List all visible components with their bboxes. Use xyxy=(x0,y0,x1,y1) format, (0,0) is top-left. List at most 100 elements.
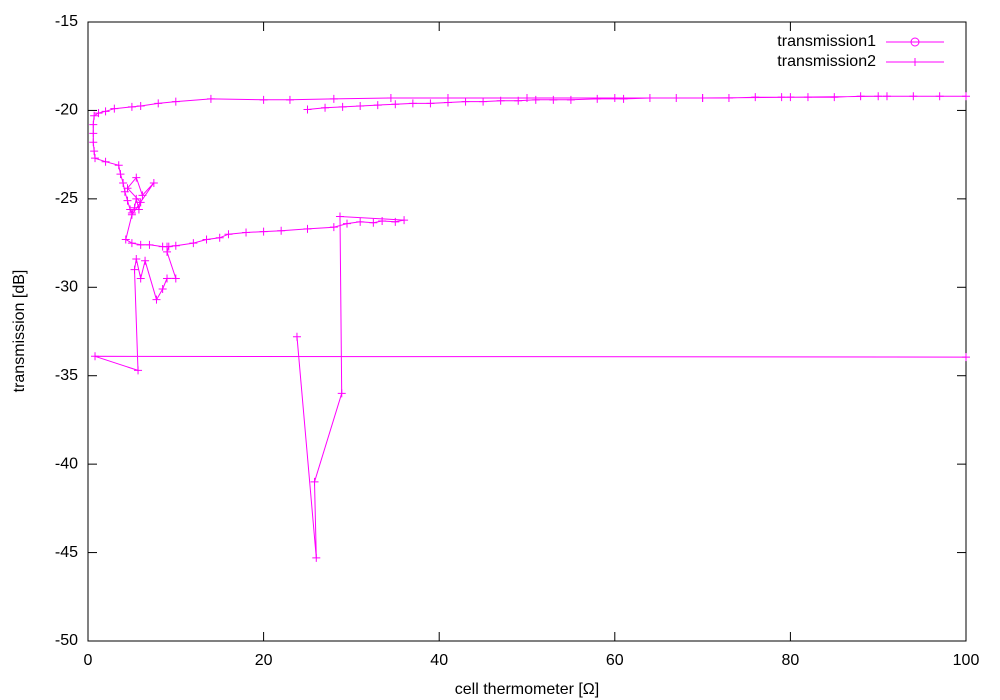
data-point xyxy=(189,239,198,248)
data-point xyxy=(89,129,98,138)
data-point xyxy=(400,216,409,225)
data-point xyxy=(962,92,970,101)
data-point xyxy=(132,254,141,263)
data-point xyxy=(672,94,681,103)
y-tick-label: -20 xyxy=(55,102,78,119)
legend-label: transmission1 xyxy=(777,33,876,50)
data-point xyxy=(123,184,132,193)
data-point xyxy=(130,203,139,212)
data-point xyxy=(386,94,395,103)
data-point xyxy=(127,210,136,219)
data-point xyxy=(101,157,110,166)
x-axis-label: cell thermometer [Ω] xyxy=(455,681,599,698)
data-point xyxy=(479,97,488,106)
data-point xyxy=(136,240,145,249)
data-point xyxy=(724,94,733,103)
data-point xyxy=(426,99,435,108)
data-point xyxy=(224,230,233,239)
data-point xyxy=(356,217,365,226)
data-point xyxy=(134,366,143,375)
x-tick-label: 0 xyxy=(84,652,93,669)
data-point xyxy=(777,93,786,102)
data-point xyxy=(94,109,103,118)
data-point xyxy=(803,93,812,102)
data-point xyxy=(145,240,154,249)
data-point xyxy=(127,239,136,248)
y-tick-label: -40 xyxy=(55,455,78,472)
data-point xyxy=(91,352,100,361)
data-point xyxy=(154,99,163,108)
data-point xyxy=(121,235,130,244)
data-point xyxy=(132,194,141,203)
data-point xyxy=(378,216,387,225)
data-point xyxy=(215,233,224,242)
data-point xyxy=(751,93,760,102)
data-point xyxy=(277,226,286,235)
data-point xyxy=(158,285,167,294)
data-point xyxy=(141,256,150,265)
data-point xyxy=(310,477,319,486)
legend-label: transmission2 xyxy=(777,53,876,70)
data-point xyxy=(335,212,344,221)
data-point xyxy=(523,94,531,103)
data-point xyxy=(242,228,251,237)
data-point xyxy=(171,274,180,283)
data-point xyxy=(321,103,330,112)
data-point xyxy=(337,389,346,398)
data-point xyxy=(549,95,558,104)
data-point xyxy=(163,274,172,283)
legend-marker xyxy=(911,58,919,66)
data-point xyxy=(130,265,139,274)
data-point xyxy=(202,235,211,244)
data-point xyxy=(123,196,132,205)
y-tick-label: -50 xyxy=(55,632,78,649)
data-point xyxy=(152,295,161,304)
data-point xyxy=(259,227,268,236)
data-point xyxy=(619,94,628,103)
data-point xyxy=(874,92,883,101)
data-point xyxy=(149,178,158,187)
x-tick-label: 60 xyxy=(606,652,624,669)
data-point xyxy=(343,219,352,228)
data-point xyxy=(408,99,417,108)
data-point xyxy=(610,94,619,103)
data-point xyxy=(132,173,141,182)
data-point xyxy=(101,107,110,116)
data-point xyxy=(303,224,312,233)
data-point xyxy=(531,95,540,104)
data-point xyxy=(206,94,215,103)
data-point xyxy=(909,92,918,101)
data-point xyxy=(786,93,795,102)
data-point xyxy=(303,105,312,114)
data-point xyxy=(163,247,172,256)
data-point xyxy=(443,94,452,103)
y-tick-label: -30 xyxy=(55,279,78,296)
data-point xyxy=(935,92,944,101)
data-point xyxy=(566,95,575,104)
data-point xyxy=(259,95,268,104)
data-point xyxy=(136,102,145,111)
data-point xyxy=(830,93,839,102)
data-point xyxy=(856,92,865,101)
data-point xyxy=(329,223,338,232)
data-point xyxy=(645,94,654,103)
y-tick-label: -45 xyxy=(55,544,78,561)
data-point xyxy=(171,241,180,250)
x-tick-label: 20 xyxy=(255,652,273,669)
data-point xyxy=(138,191,147,200)
data-point xyxy=(136,198,145,207)
data-point xyxy=(136,274,145,283)
data-point xyxy=(164,242,173,251)
data-point xyxy=(312,553,321,562)
data-point xyxy=(127,102,136,111)
y-tick-label: -15 xyxy=(55,13,78,30)
data-point xyxy=(171,97,180,106)
x-tick-label: 100 xyxy=(953,652,980,669)
data-point xyxy=(90,111,99,120)
series-line xyxy=(92,95,967,558)
data-point xyxy=(329,94,338,103)
data-point xyxy=(110,104,119,113)
plot-frame xyxy=(87,21,967,642)
data-point xyxy=(356,102,365,111)
